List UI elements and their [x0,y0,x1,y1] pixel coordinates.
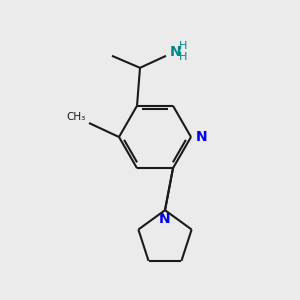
Text: H: H [179,52,188,62]
Text: N: N [159,212,171,226]
Text: N: N [170,45,182,59]
Text: H: H [179,41,188,51]
Text: CH₃: CH₃ [67,112,86,122]
Text: N: N [196,130,208,144]
